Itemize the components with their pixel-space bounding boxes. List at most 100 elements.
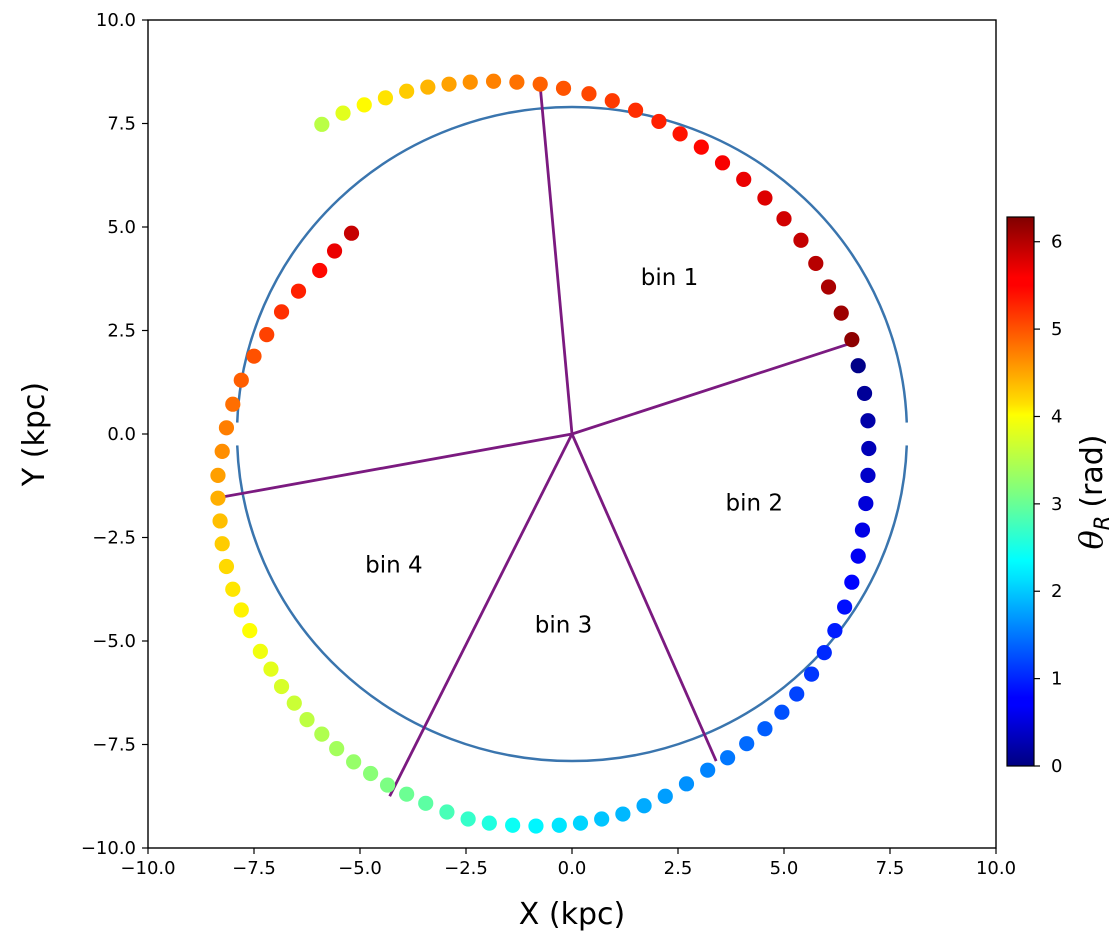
data-point [528,818,544,834]
bin-boundary-line [571,341,853,436]
data-point [214,443,230,459]
data-point [286,695,302,711]
data-point [808,255,824,272]
data-point [233,602,249,618]
data-point [225,396,241,412]
bin-label: bin 4 [365,553,423,579]
y-tick-label: 0.0 [107,424,136,445]
reference-circle [235,105,909,763]
y-tick-label: −5.0 [92,631,136,652]
bin-boundary-line [570,433,718,762]
data-point [827,623,843,639]
data-point [833,305,849,321]
data-point [263,661,279,677]
data-point [736,171,752,187]
x-tick-label: −5.0 [338,858,382,879]
data-point [335,105,351,121]
y-axis-label: Y (kpc) [17,382,52,487]
colorbar-tick-label: 4 [1051,406,1062,427]
x-tick-label: −10.0 [120,858,175,879]
data-point [212,513,228,529]
colorbar-label: θR (rad) [1072,434,1114,549]
x-tick-label: 2.5 [664,858,693,879]
colorbar-tick-label: 5 [1051,319,1062,340]
data-point [844,574,860,590]
data-point [314,116,330,132]
data-point [714,155,731,171]
data-point [246,348,262,364]
x-tick-label: 5.0 [770,858,799,879]
data-point [856,385,873,402]
data-point [441,76,457,92]
data-point [651,113,667,130]
data-point [700,762,716,778]
data-point [678,776,695,792]
data-point [509,74,525,90]
scatter-points [210,73,877,834]
data-point [326,243,343,259]
data-point [481,815,497,831]
data-point [628,102,644,118]
data-point [439,804,455,820]
data-point [218,420,235,436]
colorbar-tick-label: 0 [1051,756,1062,777]
data-point [314,726,330,742]
bin-label: bin 2 [726,491,784,517]
data-point [210,467,226,483]
data-point [299,712,315,728]
data-point [363,765,379,782]
data-point [803,666,820,682]
x-tick-label: −7.5 [232,858,276,879]
data-point [774,704,790,720]
y-tick-label: 7.5 [107,114,136,135]
data-point [858,495,874,512]
data-point [594,811,610,827]
data-point [259,327,275,343]
data-point [720,750,736,766]
data-point [657,788,673,804]
colorbar-label-unit: (rad) [1075,434,1110,507]
data-point [837,599,853,615]
data-point [636,798,652,814]
x-tick-label: 0.0 [558,858,587,879]
data-point [420,79,436,95]
data-point [739,736,755,752]
data-point [462,74,478,90]
data-point [861,440,877,457]
data-point [346,754,362,770]
bin-boundary-line [538,86,574,435]
data-point [555,80,572,96]
data-point [693,139,709,155]
data-point [418,795,434,811]
data-point [854,522,871,538]
data-point [460,811,476,827]
bin-lines [215,86,853,797]
colorbar-tick-label: 1 [1051,669,1062,690]
y-tick-label: 10.0 [96,10,136,31]
y-tick-label: −10.0 [81,838,136,859]
bin-boundary-line [388,433,574,797]
data-point [273,304,290,320]
data-point [793,232,809,248]
x-ticks: −10.0 −7.5 −5.0 −2.5 0.0 2.5 5.0 7.5 10.0 [120,848,1016,879]
data-point [273,678,290,695]
data-point [379,777,396,793]
data-point [551,817,567,833]
data-point [572,815,589,831]
data-point [532,76,548,92]
data-point [343,225,360,241]
data-point [218,558,235,575]
y-tick-label: 5.0 [107,217,136,238]
colorbar-ticks: 0 1 2 3 4 5 6 [1034,232,1062,777]
x-axis-label: X (kpc) [519,897,625,932]
colorbar-tick-label: 3 [1051,494,1062,515]
bin-labels: bin 1 bin 2 bin 3 bin 4 [365,265,783,639]
data-point [850,358,866,374]
data-point [820,279,837,295]
data-point [860,467,876,483]
data-point [844,332,860,348]
colorbar-label-sub: R [1090,516,1114,531]
data-point [225,581,241,597]
data-point [757,190,773,206]
